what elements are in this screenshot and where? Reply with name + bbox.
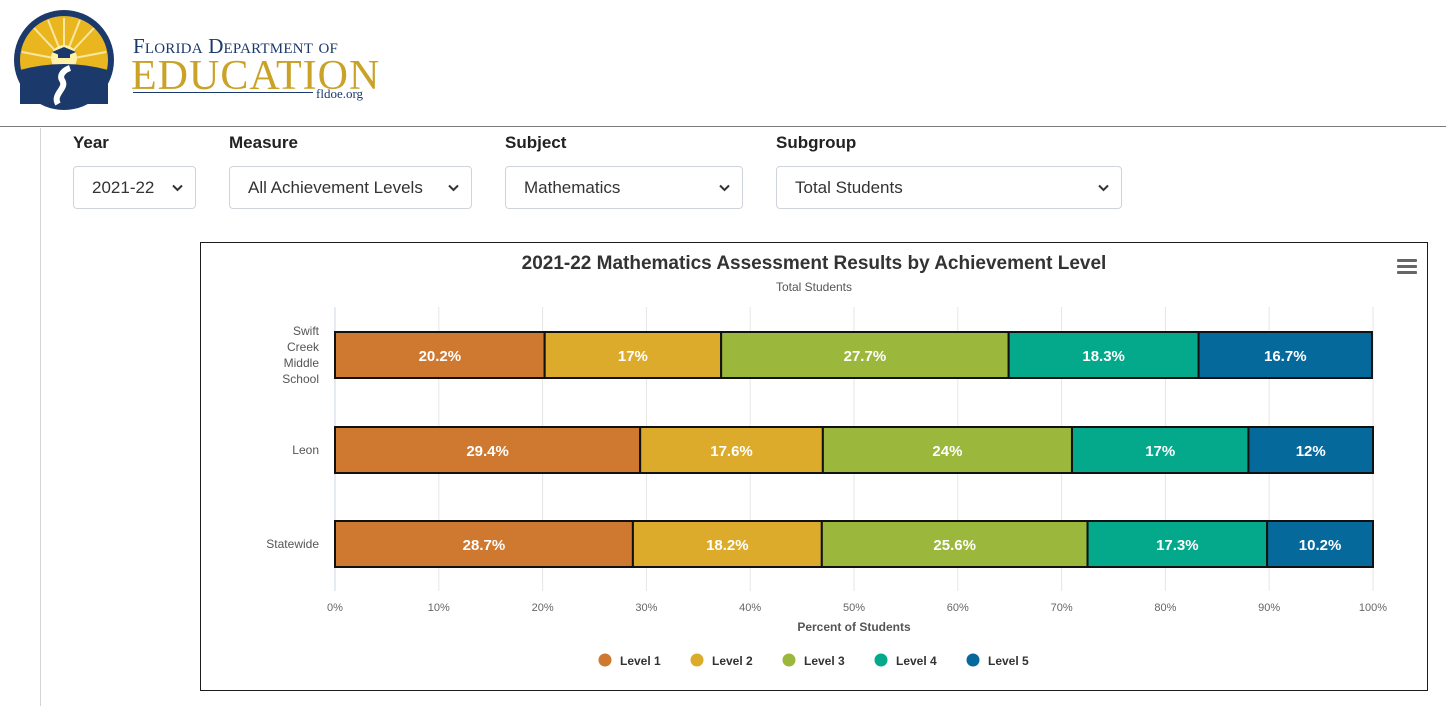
category-label: Statewide	[266, 537, 319, 551]
legend-marker	[690, 653, 704, 667]
year-label: Year	[73, 133, 109, 152]
measure-select-value: All Achievement Levels	[248, 178, 423, 197]
data-label: 12%	[1296, 443, 1326, 460]
bar-segment	[631, 520, 823, 568]
chevron-down-icon	[448, 167, 459, 208]
data-label: 24%	[932, 443, 962, 460]
x-tick-label: 90%	[1258, 602, 1280, 614]
subject-select[interactable]: Mathematics	[505, 166, 743, 209]
logo-divider	[133, 92, 313, 93]
hamburger-menu-icon[interactable]	[1397, 259, 1417, 275]
legend-marker	[598, 653, 612, 667]
x-tick-label: 40%	[739, 602, 761, 614]
sidebar-divider	[40, 128, 41, 706]
data-label: 25.6%	[933, 537, 976, 554]
chart-container: 2021-22 Mathematics Assessment Results b…	[200, 242, 1428, 691]
chart-plot: 0% 10% 20% 30% 40% 50% 60% 70% 80% 90% 100% Swift Cr…	[266, 307, 1387, 668]
subgroup-select[interactable]: Total Students	[776, 166, 1122, 209]
x-tick-label: 0%	[327, 602, 343, 614]
category-label: Swift Creek Middle School	[282, 324, 320, 386]
legend-label: Level 3	[804, 654, 845, 668]
x-tick-label: 50%	[843, 602, 865, 614]
bar-segment	[1266, 520, 1375, 568]
data-label: 27.7%	[844, 348, 887, 365]
site-header: Florida Department of EDUCATION fldoe.or…	[0, 0, 1446, 127]
data-label: 10.2%	[1299, 537, 1342, 554]
chevron-down-icon	[719, 167, 730, 208]
subgroup-label: Subgroup	[776, 133, 857, 152]
logo-education-text: EDUCATION	[131, 53, 381, 99]
chart-title: 2021-22 Mathematics Assessment Results b…	[521, 253, 1107, 274]
bar-segment	[1197, 331, 1373, 379]
chart-subtitle: Total Students	[775, 280, 853, 294]
subject-label: Subject	[505, 133, 567, 152]
bar-segment	[543, 331, 723, 379]
fldoe-logo[interactable]: Florida Department of EDUCATION fldoe.or…	[12, 8, 379, 113]
legend-label: Level 2	[712, 654, 753, 668]
subgroup-select-value: Total Students	[795, 178, 903, 197]
logo-url-text: fldoe.org	[316, 86, 364, 101]
data-label: 17%	[1145, 443, 1175, 460]
data-label: 29.4%	[466, 443, 509, 460]
x-tick-label: 10%	[428, 602, 450, 614]
data-label: 18.2%	[706, 537, 749, 554]
x-tick-label: 60%	[947, 602, 969, 614]
category-label: Leon	[292, 443, 319, 457]
bar-segment	[1007, 331, 1200, 379]
bar-segment	[821, 426, 1073, 474]
data-label: 28.7%	[463, 537, 506, 554]
data-label: 17.6%	[710, 443, 753, 460]
year-select[interactable]: 2021-22	[73, 166, 196, 209]
bar-segment	[1247, 426, 1374, 474]
x-tick-label: 30%	[635, 602, 657, 614]
bar-segment	[1070, 426, 1250, 474]
data-label: 17%	[618, 348, 648, 365]
bar-segment	[1086, 520, 1269, 568]
data-label: 17.3%	[1156, 537, 1199, 554]
x-tick-label: 80%	[1154, 602, 1176, 614]
data-label: 18.3%	[1082, 348, 1125, 365]
legend-label: Level 1	[620, 654, 661, 668]
chevron-down-icon	[1098, 167, 1109, 208]
x-tick-label: 20%	[532, 602, 554, 614]
legend-marker	[966, 653, 980, 667]
data-label: 20.2%	[419, 348, 462, 365]
legend-marker	[874, 653, 888, 667]
fldoe-seal-icon	[14, 10, 114, 110]
measure-select[interactable]: All Achievement Levels	[229, 166, 472, 209]
bar-segment	[334, 426, 642, 474]
measure-label: Measure	[229, 133, 298, 152]
bar-segment	[720, 331, 1010, 379]
bar-segment	[334, 331, 546, 379]
legend-marker	[782, 653, 796, 667]
year-select-value: 2021-22	[92, 178, 155, 197]
x-axis-title: Percent of Students	[797, 620, 911, 634]
x-tick-label: 100%	[1359, 602, 1387, 614]
legend-label: Level 5	[988, 654, 1029, 668]
logo-department-text: Florida Department of	[133, 34, 339, 58]
chevron-down-icon	[172, 167, 183, 208]
subject-select-value: Mathematics	[524, 178, 621, 197]
x-tick-label: 70%	[1051, 602, 1073, 614]
bar-segment	[639, 426, 824, 474]
legend-label: Level 4	[896, 654, 937, 668]
bar-segment	[334, 520, 634, 568]
data-label: 16.7%	[1264, 348, 1307, 365]
